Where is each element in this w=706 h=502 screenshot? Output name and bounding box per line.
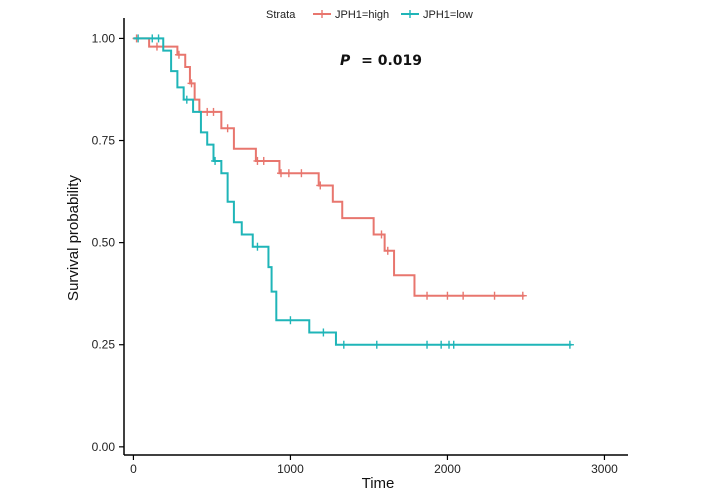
axes (123, 18, 628, 456)
censor-mark (209, 107, 218, 116)
y-tick-label: 0.00 (92, 440, 116, 454)
censor-mark (449, 340, 458, 349)
censor-mark (423, 291, 432, 300)
y-axis-ticks: 0.00 0.25 0.50 0.75 1.00 (92, 31, 124, 454)
censor-mark (259, 156, 268, 165)
censor-mark (518, 291, 527, 300)
legend-cross-mark (406, 10, 414, 18)
censor-mark (286, 316, 295, 325)
legend-marker-jph1-high (318, 10, 326, 18)
survival-line-jph1-low (133, 37, 572, 346)
censor-mark (187, 79, 196, 88)
y-tick-label: 0.50 (92, 236, 116, 250)
x-axis-ticks: 0 1000 2000 3000 (130, 455, 618, 476)
censor-mark (182, 95, 191, 104)
censor-mark (284, 169, 293, 178)
censor-mark (253, 242, 262, 251)
survival-line-jph1-high (133, 37, 525, 297)
series-jph1-high (132, 34, 527, 300)
censor-mark (211, 156, 220, 165)
censor-mark (377, 230, 386, 239)
y-tick-label: 1.00 (92, 31, 116, 45)
censor-mark (383, 246, 392, 255)
x-tick-label: 0 (130, 462, 137, 476)
x-tick-label: 2000 (434, 462, 461, 476)
censor-mark (154, 34, 163, 43)
censor-mark (152, 42, 161, 51)
censor-mark (437, 340, 446, 349)
censor-mark (565, 340, 574, 349)
y-tick-label: 0.25 (92, 338, 116, 352)
legend: Strata JPH1=high JPH1=low (266, 9, 473, 21)
censor-mark (277, 169, 286, 178)
p-value-annotation: P = 0.019 (340, 53, 422, 69)
x-tick-label: 3000 (591, 462, 618, 476)
censor-mark (316, 181, 325, 190)
censor-mark (319, 328, 328, 337)
series-jph1-low (133, 34, 574, 349)
legend-cross-mark (318, 10, 326, 18)
censor-mark (297, 169, 306, 178)
censor-mark (423, 340, 432, 349)
survival-curves (132, 34, 574, 349)
y-axis-title: Survival probability (65, 175, 82, 301)
censor-mark (339, 340, 348, 349)
p-value-text: = 0.019 (361, 53, 422, 69)
x-axis-title: Time (362, 475, 395, 492)
censor-mark (174, 50, 183, 59)
censor-mark (223, 124, 232, 133)
legend-marker-jph1-low (406, 10, 414, 18)
censor-mark (490, 291, 499, 300)
legend-label-jph1-high: JPH1=high (335, 9, 389, 21)
y-tick-label: 0.75 (92, 134, 116, 148)
legend-title: Strata (266, 9, 296, 21)
legend-label-jph1-low: JPH1=low (423, 9, 473, 21)
censor-mark (443, 291, 452, 300)
p-value-symbol: P (340, 53, 351, 69)
censor-mark (134, 34, 143, 43)
x-tick-label: 1000 (277, 462, 304, 476)
censor-mark (459, 291, 468, 300)
censor-mark (372, 340, 381, 349)
